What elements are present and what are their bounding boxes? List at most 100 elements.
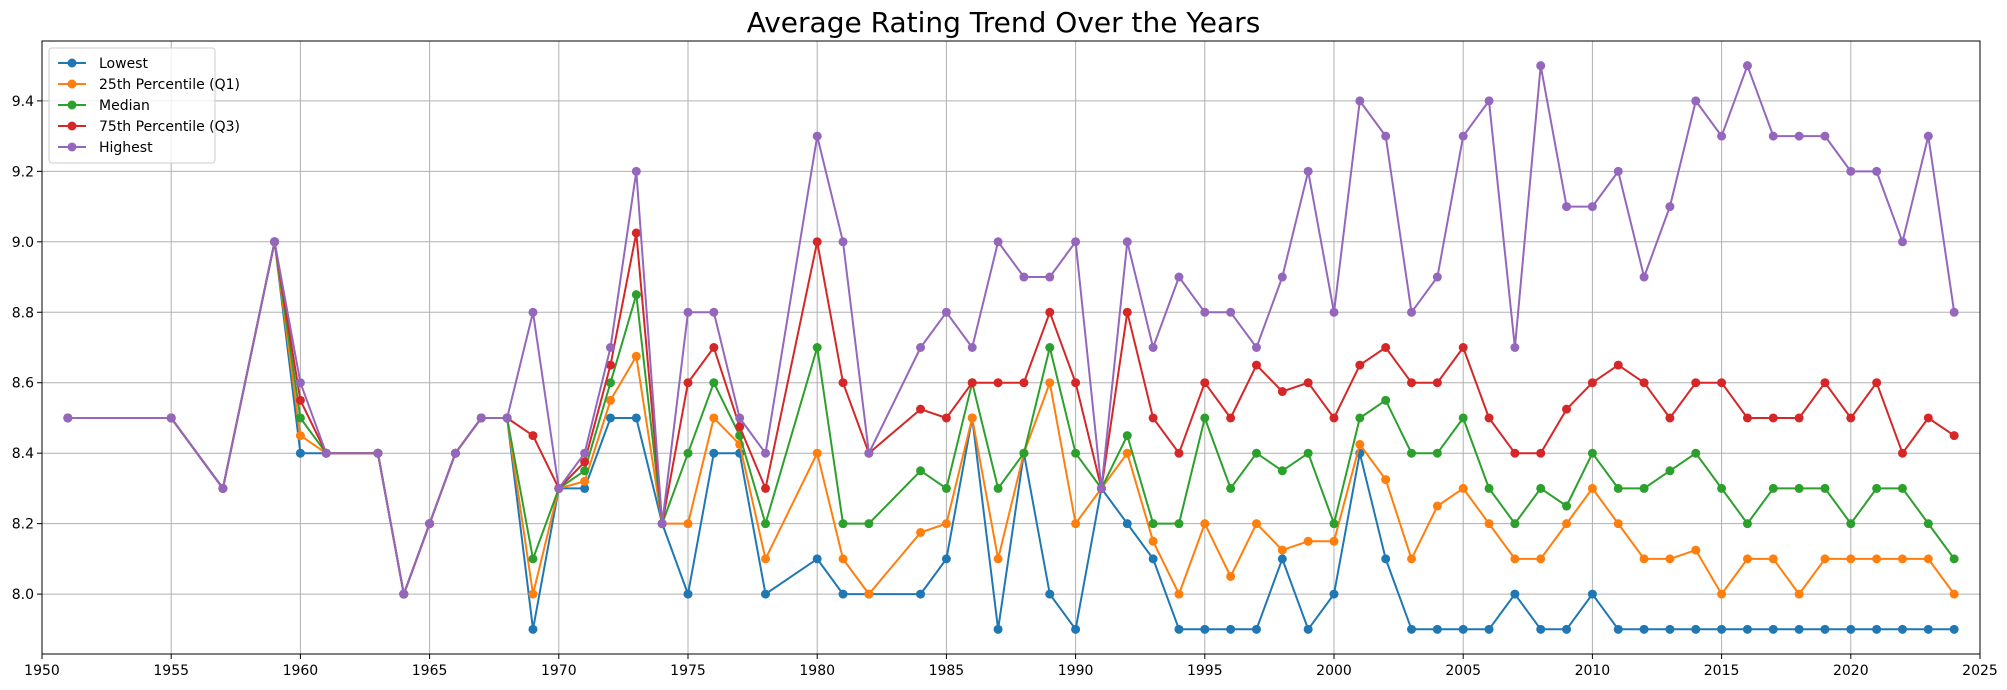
data-point <box>1562 501 1572 511</box>
data-point <box>1742 61 1752 71</box>
data-point <box>1148 343 1158 352</box>
data-point <box>166 413 176 423</box>
data-point <box>528 431 538 441</box>
legend-marker <box>67 142 77 152</box>
data-point <box>1742 554 1752 564</box>
data-point <box>1226 413 1236 423</box>
data-point <box>295 448 305 458</box>
data-point <box>1897 237 1907 247</box>
data-point <box>1303 378 1313 388</box>
data-point <box>1613 360 1623 370</box>
data-point <box>1923 554 1933 564</box>
y-tick-label: 9.0 <box>12 235 34 251</box>
data-point <box>683 307 693 317</box>
data-point <box>993 483 1003 493</box>
data-point <box>1691 378 1701 388</box>
x-tick-label: 1990 <box>1058 663 1094 679</box>
data-point <box>1148 554 1158 564</box>
data-point <box>1122 237 1132 247</box>
data-point <box>1174 589 1184 599</box>
legend-label: Lowest <box>99 56 148 72</box>
legend-entry: 25th Percentile (Q1) <box>58 77 240 93</box>
data-point <box>1691 96 1701 106</box>
data-point <box>580 466 590 476</box>
data-point <box>1846 624 1856 634</box>
data-point <box>916 466 926 476</box>
data-point <box>1820 624 1830 634</box>
data-point <box>993 237 1003 247</box>
data-point <box>1458 343 1468 352</box>
data-point <box>476 413 486 423</box>
data-point <box>528 589 538 599</box>
data-point <box>1510 519 1520 529</box>
data-point <box>1639 624 1649 634</box>
data-point <box>967 378 977 388</box>
data-point <box>1639 554 1649 564</box>
data-point <box>605 413 615 423</box>
data-point <box>1381 475 1391 485</box>
data-point <box>1200 378 1210 388</box>
legend-marker <box>67 121 77 131</box>
data-point <box>450 448 460 458</box>
data-point <box>1665 202 1675 212</box>
data-point <box>63 413 73 423</box>
data-point <box>1148 413 1158 423</box>
x-tick-label: 1955 <box>153 663 189 679</box>
data-point <box>941 413 951 423</box>
data-point <box>1303 624 1313 634</box>
x-tick-label: 2010 <box>1575 663 1611 679</box>
data-point <box>295 378 305 388</box>
data-point <box>1510 343 1520 352</box>
data-point <box>1923 413 1933 423</box>
data-point <box>1458 483 1468 493</box>
data-point <box>295 413 305 423</box>
data-point <box>1355 360 1365 370</box>
data-point <box>1717 131 1727 141</box>
data-point <box>761 554 771 564</box>
data-point <box>916 527 926 537</box>
y-tick-label: 8.0 <box>12 587 34 603</box>
data-point <box>1045 272 1055 282</box>
data-point <box>812 131 822 141</box>
chart-title: Average Rating Trend Over the Years <box>747 6 1261 39</box>
data-point <box>580 476 590 486</box>
data-point <box>1251 624 1261 634</box>
data-point <box>1226 307 1236 317</box>
data-point <box>1846 166 1856 176</box>
data-point <box>554 483 564 493</box>
data-point <box>1717 483 1727 493</box>
axis-ticks: 1950 1955 1960 1965 1970 1975 1980 1985 1990 1995… <box>12 94 1998 679</box>
series-group <box>63 61 1959 634</box>
data-point <box>1536 448 1546 458</box>
data-point <box>1872 554 1882 564</box>
data-point <box>528 624 538 634</box>
x-tick-label: 1970 <box>541 663 577 679</box>
data-point <box>631 290 641 300</box>
data-point <box>1432 501 1442 511</box>
data-point <box>1665 624 1675 634</box>
data-point <box>1174 272 1184 282</box>
legend: Lowest 25th Percentile (Q1) Median 75th Per… <box>48 47 240 164</box>
data-point <box>709 307 719 317</box>
data-point <box>1329 413 1339 423</box>
data-point <box>1717 624 1727 634</box>
data-point <box>941 483 951 493</box>
data-point <box>1639 378 1649 388</box>
data-point <box>1768 624 1778 634</box>
data-point <box>1407 448 1417 458</box>
data-point <box>1846 554 1856 564</box>
data-point <box>1458 624 1468 634</box>
data-point <box>1742 519 1752 529</box>
data-point <box>1820 378 1830 388</box>
data-point <box>1510 448 1520 458</box>
data-point <box>1381 343 1391 352</box>
data-point <box>425 519 435 529</box>
x-tick-label: 2020 <box>1833 663 1869 679</box>
legend-label: Median <box>99 98 150 114</box>
data-point <box>605 378 615 388</box>
data-point <box>1897 483 1907 493</box>
data-point <box>502 413 512 423</box>
data-point <box>993 624 1003 634</box>
data-point <box>916 589 926 599</box>
data-point <box>1484 413 1494 423</box>
